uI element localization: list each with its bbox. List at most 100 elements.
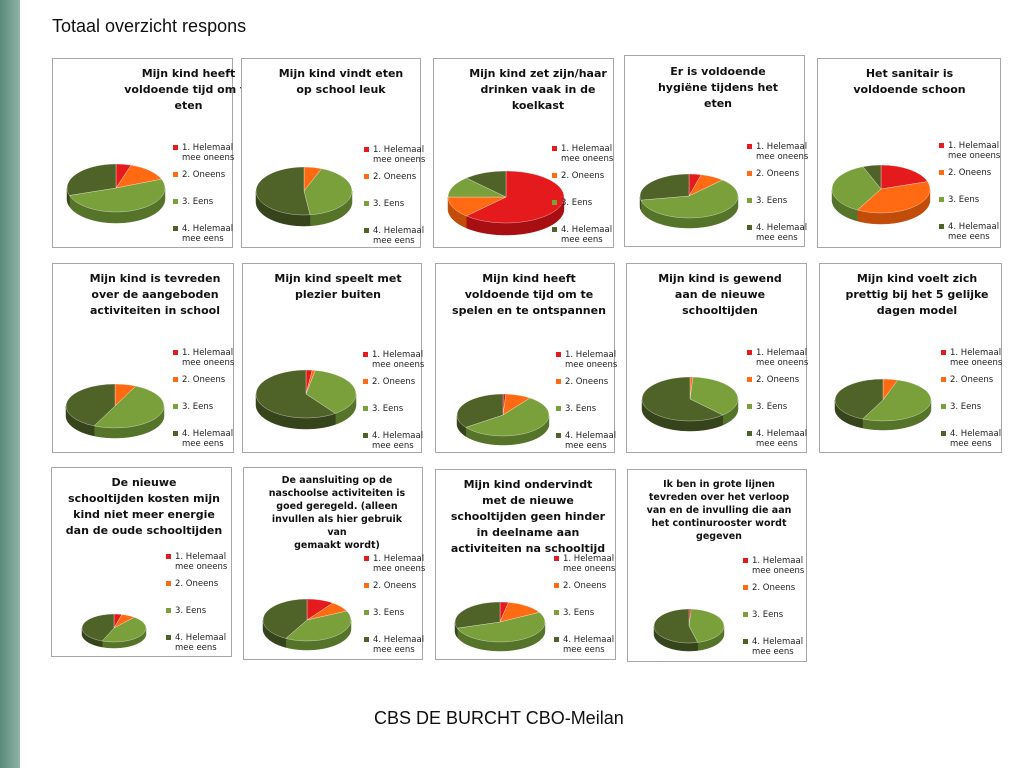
legend-label: 3. Eens [565,404,597,414]
legend-label: 1. Helemaal mee oneens [948,141,1001,161]
legend-label: 1. Helemaal mee oneens [950,348,1003,368]
legend-swatch [554,583,559,588]
legend-swatch [743,558,748,563]
pie-chart [456,393,550,446]
legend-item-1-helemaal-mee-oneens: 1. Helemaal mee oneens [554,554,622,574]
legend-label: 1. Helemaal mee oneens [752,556,805,576]
legend-item-4-helemaal-mee-eens: 4. Helemaal mee eens [556,431,624,451]
chart-title-line: kind niet meer energie [73,508,215,521]
legend-label: 1. Helemaal mee oneens [756,348,809,368]
legend-swatch [939,170,944,175]
legend-label: 4. Helemaal mee eens [182,429,234,449]
legend-swatch [747,144,752,149]
legend-item-2-oneens: 2. Oneens [939,168,1007,178]
chart-card: Mijn kind heeft voldoende tijd om te eten 1… [52,58,253,248]
chart-card: Mijn kind ondervindt met de nieuwe schoolt… [435,469,616,660]
legend-label: 1. Helemaal mee oneens [182,143,235,163]
chart-title-line: gemaakt wordt) [294,540,380,551]
legend-label: 2. Oneens [950,375,994,385]
pie-slice-3-eens [862,379,932,422]
legend-swatch [743,612,748,617]
legend-label: 2. Oneens [373,581,417,591]
chart-card: Mijn kind speelt met plezier buiten 1. Hel… [242,263,424,453]
legend-label: 4. Helemaal mee eens [756,429,808,449]
legend-label: 2. Oneens [561,171,605,181]
chart-title: Ik ben in grote lijnen tevreden over het … [642,478,796,556]
pie-chart [255,369,357,430]
legend-label: 4. Helemaal mee eens [182,224,234,244]
pie-slice-4-helemaal-mee-eens [639,173,690,201]
legend-swatch [556,352,561,357]
chart-title-line: koelkast [511,99,565,112]
pie-slice-3-eens [689,376,739,416]
legend-label: 2. Oneens [756,169,800,179]
legend-label: 2. Oneens [948,168,992,178]
legend-label: 2. Oneens [752,583,796,593]
chart-title-line: De nieuwe [111,476,177,489]
legend-item-3-eens: 3. Eens [747,402,815,412]
legend-label: 3. Eens [948,195,980,205]
pie-chart [65,383,165,439]
pie-slice-2-oneens [857,181,931,214]
legend-item-4-helemaal-mee-eens: 4. Helemaal mee eens [939,222,1007,242]
chart-title-line: Mijn kind voelt zich [856,272,978,285]
legend-swatch [747,404,752,409]
legend-item-4-helemaal-mee-eens: 4. Helemaal mee eens [747,223,815,243]
chart-title-line: eten [174,99,203,112]
legend-item-3-eens: 3. Eens [364,199,432,209]
chart-title: Mijn kind is tevreden over de aangeboden a… [75,271,235,323]
legend-swatch [363,406,368,411]
chart-card: Mijn kind voelt zich prettig bij het 5 ge… [819,263,1002,453]
legend-label: 4. Helemaal mee eens [565,431,617,451]
legend-item-2-oneens: 2. Oneens [166,579,234,589]
legend-item-2-oneens: 2. Oneens [173,375,241,385]
chart-title-line: hygiëne tijdens het eten [657,81,779,110]
legend-item-3-eens: 3. Eens [364,608,432,618]
chart-title: Mijn kind ondervindt met de nieuwe schoolt… [450,477,606,561]
chart-title-line: schooltijden geen hinder [450,510,606,523]
legend-swatch [556,379,561,384]
legend-label: 2. Oneens [565,377,609,387]
legend-swatch [747,225,752,230]
legend-swatch [166,581,171,586]
legend-label: 3. Eens [563,608,595,618]
legend-swatch [363,352,368,357]
legend-item-3-eens: 3. Eens [173,197,241,207]
pie-slice-4-helemaal-mee-eens [65,383,116,427]
legend-label: 1. Helemaal mee oneens [756,142,809,162]
chart-card: Mijn kind is gewend aan de nieuwe schoolti… [626,263,808,453]
legend-swatch [173,350,178,355]
pie-slice-4-helemaal-mee-eens [81,613,115,642]
chart-title-line: schooltijden [682,304,758,317]
legend-item-3-eens: 3. Eens [747,196,815,206]
legend-item-3-eens: 3. Eens [743,610,811,620]
chart-title: Mijn kind heeft voldoende tijd om te eten [111,66,266,118]
chart-title-line: Mijn kind ondervindt [463,478,593,491]
legend-item-1-helemaal-mee-oneens: 1. Helemaal mee oneens [363,350,431,370]
chart-title-line: Mijn kind heeft [482,272,576,285]
pie-slice-4-helemaal-mee-eens [454,601,501,629]
legend-label: 4. Helemaal mee eens [948,222,1000,242]
legend-swatch [364,583,369,588]
legend-label: 3. Eens [756,196,788,206]
legend-item-2-oneens: 2. Oneens [552,171,620,181]
chart-title-line: Het sanitair is [865,67,954,80]
legend-item-3-eens: 3. Eens [173,402,241,412]
legend-swatch [556,406,561,411]
legend-label: 1. Helemaal mee oneens [565,350,618,370]
pie-slice-3-eens [831,166,882,211]
legend-label: 4. Helemaal mee eens [950,429,1002,449]
pie-chart [641,376,739,432]
legend-swatch [747,377,752,382]
legend-item-4-helemaal-mee-eens: 4. Helemaal mee eens [166,633,234,653]
legend-item-2-oneens: 2. Oneens [364,172,432,182]
chart-title-line: met de nieuwe [482,494,574,507]
legend-swatch [939,224,944,229]
chart-card: Ik ben in grote lijnen tevreden over het … [627,469,807,662]
legend-item-3-eens: 3. Eens [554,608,622,618]
legend-swatch [552,146,557,151]
chart-title: De aansluiting op de naschoolse activitei… [262,474,412,551]
legend-label: 4. Helemaal mee eens [175,633,227,653]
chart-card: Mijn kind heeft voldoende tijd om te spele… [435,263,617,453]
pie-slice-4-helemaal-mee-eens [456,393,504,428]
